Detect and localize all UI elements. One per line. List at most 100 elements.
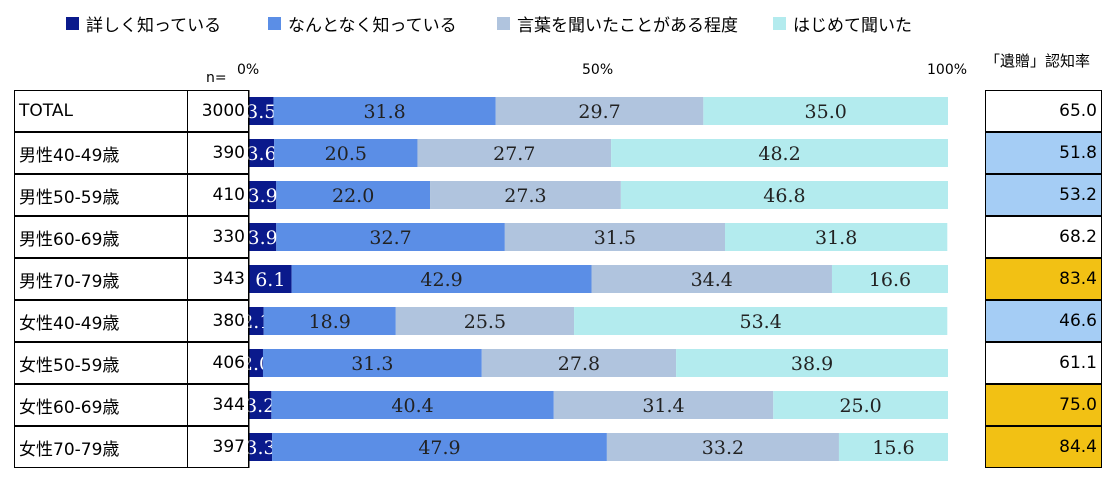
data-label: 48.2 [758, 143, 800, 165]
legend-label: 詳しく知っている [86, 15, 222, 36]
data-label: 47.9 [418, 437, 460, 459]
bar-segment [249, 223, 277, 251]
legend-label: 言葉を聞いたことがある程度 [517, 15, 738, 36]
awareness-rate-cell: 65.0 [985, 90, 1102, 132]
row-label: 男性40-49歳 [14, 132, 187, 174]
bar-segment [725, 223, 948, 251]
data-label: 31.8 [363, 101, 405, 123]
awareness-rate-cell: 68.2 [985, 216, 1102, 258]
row-label: 女性70-79歳 [14, 426, 187, 468]
legend-swatch [268, 16, 281, 30]
data-label: 15.6 [872, 437, 914, 459]
rate-header: 「遺贈」認知率 [985, 52, 1091, 70]
bar-segment [249, 391, 272, 419]
awareness-rate-cell: 75.0 [985, 384, 1102, 426]
data-label: 27.7 [493, 143, 535, 165]
bar-segment [249, 265, 292, 293]
bar-segment [430, 181, 621, 209]
bar-segment [574, 307, 948, 335]
data-label: 35.0 [805, 101, 847, 123]
bar-segment [276, 181, 431, 209]
legend-swatch [773, 16, 786, 30]
bar-segment [262, 349, 482, 377]
legend-label: なんとなく知っている [288, 15, 457, 36]
data-label: 16.6 [869, 269, 911, 291]
awareness-rate-cell: 61.1 [985, 342, 1102, 384]
data-label: 53.4 [740, 311, 782, 333]
awareness-rate-cell: 83.4 [985, 258, 1102, 300]
data-label: 27.3 [504, 185, 546, 207]
bar-segment [274, 139, 418, 167]
row-label: 男性60-69歳 [14, 216, 187, 258]
axis-tick-0: 0% [237, 62, 260, 78]
data-label: 27.8 [558, 353, 600, 375]
data-label: 34.4 [691, 269, 733, 291]
data-label: 38.9 [791, 353, 833, 375]
bar-segment [606, 433, 839, 461]
awareness-rate-cell: 84.4 [985, 426, 1102, 468]
bar-segment [249, 433, 273, 461]
bar-segment [271, 391, 554, 419]
row-label: 男性70-79歳 [14, 258, 187, 300]
data-label: 31.3 [351, 353, 393, 375]
legend: 詳しく知っている なんとなく知っている 言葉を聞いたことがある程度 はじめて聞いた [0, 8, 1116, 38]
data-label: 31.8 [815, 227, 857, 249]
data-label: 3.9 [248, 227, 278, 249]
bar-segment [504, 223, 726, 251]
bar-segment [553, 391, 774, 419]
bar-segment [249, 97, 274, 125]
row-label: 男性50-59歳 [14, 174, 187, 216]
row-label: TOTAL [14, 90, 187, 132]
bar-segment [263, 307, 396, 335]
data-label: 22.0 [332, 185, 374, 207]
data-label: 31.5 [594, 227, 636, 249]
bar-segment [703, 97, 948, 125]
data-label: 3.2 [245, 395, 275, 417]
bar-segment [249, 139, 275, 167]
data-label: 33.2 [702, 437, 744, 459]
data-label: 3.3 [245, 437, 275, 459]
bar-segment [395, 307, 575, 335]
bar-segment [291, 265, 592, 293]
bar-segment [272, 433, 607, 461]
legend-label: はじめて聞いた [793, 15, 912, 36]
data-label: 3.5 [246, 101, 276, 123]
data-label: 29.7 [578, 101, 620, 123]
data-label: 3.9 [248, 185, 278, 207]
bar-segment [611, 139, 948, 167]
axis-tick-100: 100% [927, 62, 968, 78]
bar-segment [249, 307, 264, 335]
data-label: 18.9 [309, 311, 351, 333]
bar-segment [831, 265, 948, 293]
legend-item: 言葉を聞いたことがある程度 [497, 8, 738, 38]
data-label: 20.5 [325, 143, 367, 165]
awareness-rate-cell: 53.2 [985, 174, 1102, 216]
bar-segment [273, 97, 496, 125]
bar-segment [591, 265, 832, 293]
data-label: 3.6 [246, 143, 276, 165]
data-label: 32.7 [369, 227, 411, 249]
legend-item: なんとなく知っている [268, 8, 457, 38]
row-label: 女性50-59歳 [14, 342, 187, 384]
data-label: 40.4 [391, 395, 433, 417]
bar-segment [276, 223, 505, 251]
data-label: 31.4 [642, 395, 684, 417]
bar-segment [620, 181, 948, 209]
data-label: 6.1 [255, 269, 285, 291]
row-label: 女性60-69歳 [14, 384, 187, 426]
data-label: 25.5 [464, 311, 506, 333]
awareness-rate-cell: 51.8 [985, 132, 1102, 174]
data-label: 42.9 [420, 269, 462, 291]
bar-segment [838, 433, 948, 461]
bar-segment [249, 181, 277, 209]
data-label: 46.8 [763, 185, 805, 207]
n-header: n= [206, 70, 227, 86]
legend-item: はじめて聞いた [773, 8, 912, 38]
legend-swatch [497, 16, 510, 30]
bar-segment [249, 349, 263, 377]
axis-tick-50: 50% [582, 62, 614, 78]
bar-segment [676, 349, 948, 377]
legend-swatch [66, 16, 79, 30]
bar-segment [481, 349, 677, 377]
